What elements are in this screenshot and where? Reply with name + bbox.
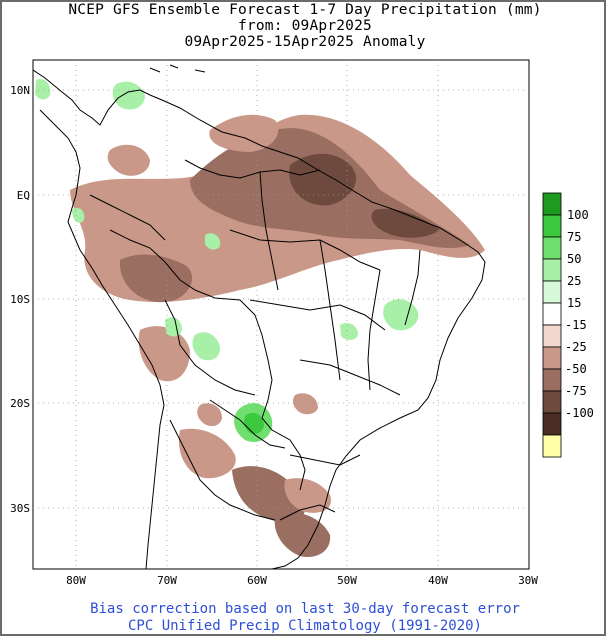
negative-anomaly-rio-grande xyxy=(274,512,331,558)
lon-label-50w: 50W xyxy=(337,574,357,587)
negative-anomaly-small-1 xyxy=(197,403,222,427)
negative-anomaly-uruguay-light xyxy=(284,478,331,513)
lon-label-80w: 80W xyxy=(66,574,86,587)
longitude-labels: 80W 70W 60W 50W 40W 30W xyxy=(66,574,538,587)
country-borders xyxy=(33,64,486,569)
legend-label-neg50: -50 xyxy=(565,362,587,376)
south-america-coastline xyxy=(33,69,486,569)
negative-anomaly-darkest-east xyxy=(371,208,440,238)
negative-anomaly-darkest-coast xyxy=(289,153,357,206)
border-brazil-north xyxy=(184,159,321,179)
map-panel xyxy=(32,59,530,570)
lat-label-10n: 10N xyxy=(10,84,30,97)
border-uruguay xyxy=(279,504,336,521)
border-paraguay xyxy=(209,399,286,449)
lat-label-10s: 10S xyxy=(10,293,30,306)
negative-anomaly-bolivia xyxy=(138,326,190,382)
legend-swatch-3 xyxy=(542,258,562,282)
caribbean-islands xyxy=(149,64,206,73)
negative-anomaly-colombia xyxy=(107,144,150,176)
legend-label-100: 100 xyxy=(567,208,589,222)
legend-label-neg75: -75 xyxy=(565,384,587,398)
anomaly-field xyxy=(35,78,485,558)
lat-label-30s: 30S xyxy=(10,502,30,515)
negative-anomaly-venezuela xyxy=(209,114,279,152)
states-southeast xyxy=(299,359,401,396)
states-divider-3 xyxy=(404,249,421,326)
footer-line-1: Bias correction based on last 30-day for… xyxy=(90,601,520,617)
legend-swatch-9 xyxy=(542,390,562,414)
legend-label-15: 15 xyxy=(567,296,581,310)
lon-label-30w: 30W xyxy=(518,574,538,587)
legend-label-neg100: -100 xyxy=(565,406,594,420)
positive-anomaly-northeast xyxy=(383,299,419,331)
border-argentina xyxy=(169,419,276,521)
border-bolivia xyxy=(164,299,256,396)
legend-swatch-11 xyxy=(542,434,562,458)
legend-swatch-4 xyxy=(542,280,562,304)
states-south xyxy=(289,454,361,466)
color-legend: 100 75 50 25 15 -15 -25 -50 -75 -100 xyxy=(542,192,594,458)
negative-anomaly-west-amazon xyxy=(119,254,193,303)
lat-label-eq: EQ xyxy=(17,189,30,202)
positive-anomaly-amazon-small xyxy=(205,233,221,250)
border-brazil-west xyxy=(109,229,306,491)
positive-anomaly-ecuador xyxy=(72,208,85,223)
latitude-labels: 10N EQ 10S 20S 30S xyxy=(10,84,30,515)
title-line-3: 09Apr2025-15Apr2025 Anomaly xyxy=(184,34,426,50)
lon-label-40w: 40W xyxy=(428,574,448,587)
states-divider-2 xyxy=(367,269,381,391)
footer-line-2: CPC Unified Precip Climatology (1991-202… xyxy=(127,618,482,634)
legend-label-neg15: -15 xyxy=(565,318,587,332)
north-coast-colombia xyxy=(39,109,81,196)
legend-label-50: 50 xyxy=(567,252,581,266)
title-line-1: NCEP GFS Ensemble Forecast 1-7 Day Preci… xyxy=(68,2,542,18)
legend-swatch-6 xyxy=(542,324,562,348)
positive-anomaly-bahia xyxy=(340,323,358,340)
legend-swatch-1 xyxy=(542,214,562,238)
legend-label-75: 75 xyxy=(567,230,581,244)
legend-swatch-0 xyxy=(542,192,562,216)
legend-swatch-2 xyxy=(542,236,562,260)
legend-swatch-10 xyxy=(542,412,562,436)
legend-swatch-7 xyxy=(542,346,562,370)
positive-anomaly-panama xyxy=(35,78,51,100)
legend-label-25: 25 xyxy=(567,274,581,288)
title-line-2: from: 09Apr2025 xyxy=(238,18,372,34)
negative-anomaly-small-2 xyxy=(292,393,318,415)
legend-swatch-8 xyxy=(542,368,562,392)
lat-label-20s: 20S xyxy=(10,397,30,410)
legend-swatch-5 xyxy=(542,302,562,326)
border-colombia-peru xyxy=(89,194,166,241)
lon-label-70w: 70W xyxy=(157,574,177,587)
map-footer: Bias correction based on last 30-day for… xyxy=(0,601,610,635)
positive-anomaly-central xyxy=(192,332,220,361)
pacific-coastline xyxy=(67,194,165,569)
states-divider-4 xyxy=(259,171,279,291)
legend-label-neg25: -25 xyxy=(565,340,587,354)
map-title: NCEP GFS Ensemble Forecast 1-7 Day Preci… xyxy=(0,2,610,50)
states-divider-1 xyxy=(319,239,341,381)
states-central xyxy=(249,299,386,331)
lon-label-60w: 60W xyxy=(247,574,267,587)
positive-anomaly-caribbean xyxy=(112,81,145,110)
